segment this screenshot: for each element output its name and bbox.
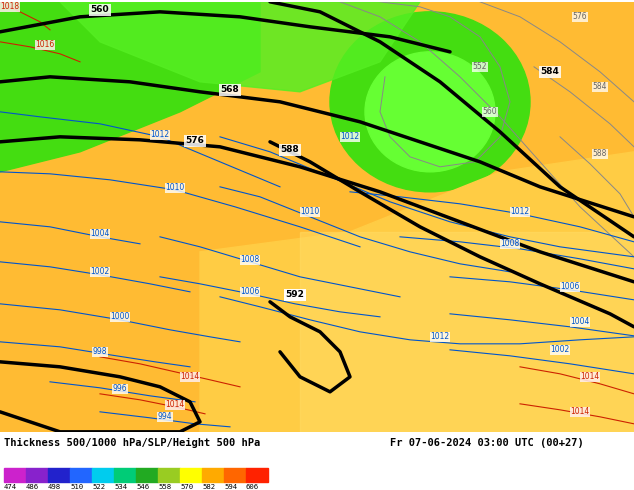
Bar	[114, 468, 136, 482]
Text: 592: 592	[285, 290, 304, 299]
Bar	[202, 468, 224, 482]
Text: 1002: 1002	[91, 268, 110, 276]
Bar	[158, 468, 180, 482]
Text: 1006: 1006	[240, 287, 260, 296]
Text: 996: 996	[113, 384, 127, 393]
Text: 588: 588	[281, 146, 299, 154]
Bar	[224, 468, 246, 482]
Text: 560: 560	[482, 107, 497, 116]
Text: 560: 560	[91, 5, 109, 14]
Bar	[4, 468, 26, 482]
Text: 486: 486	[26, 484, 39, 490]
Text: Fr 07-06-2024 03:00 UTC (00+27): Fr 07-06-2024 03:00 UTC (00+27)	[390, 438, 584, 448]
Text: 570: 570	[180, 484, 193, 490]
Text: 1012: 1012	[150, 130, 169, 139]
Ellipse shape	[365, 52, 495, 172]
Text: 1000: 1000	[110, 312, 130, 321]
Text: 1012: 1012	[340, 132, 359, 141]
Text: 534: 534	[114, 484, 127, 490]
Text: 1004: 1004	[571, 318, 590, 326]
Ellipse shape	[330, 12, 530, 192]
Text: 552: 552	[473, 62, 488, 72]
Text: 1008: 1008	[500, 239, 520, 248]
Text: 1010: 1010	[165, 183, 184, 193]
Text: 1014: 1014	[571, 407, 590, 416]
Text: 584: 584	[593, 82, 607, 91]
Text: 1002: 1002	[550, 345, 569, 354]
Text: 1010: 1010	[301, 207, 320, 216]
Bar	[26, 468, 48, 482]
Polygon shape	[60, 2, 420, 92]
Text: 594: 594	[224, 484, 237, 490]
Bar	[180, 468, 202, 482]
Text: 576: 576	[186, 136, 204, 146]
Text: 522: 522	[92, 484, 105, 490]
Text: 606: 606	[246, 484, 259, 490]
Text: 1014: 1014	[580, 372, 600, 381]
Text: 588: 588	[593, 149, 607, 158]
Text: 1004: 1004	[90, 229, 110, 238]
Text: 1016: 1016	[36, 40, 55, 49]
Bar	[136, 468, 158, 482]
Text: 592: 592	[285, 290, 304, 299]
Bar	[48, 468, 70, 482]
Text: 558: 558	[158, 484, 171, 490]
Bar	[246, 468, 268, 482]
Polygon shape	[200, 152, 634, 432]
Text: 994: 994	[158, 412, 172, 421]
Text: 1012: 1012	[510, 207, 529, 216]
Text: 576: 576	[573, 12, 587, 22]
Text: 510: 510	[70, 484, 83, 490]
Text: 568: 568	[221, 85, 240, 95]
Bar	[92, 468, 114, 482]
Text: Thickness 500/1000 hPa/SLP/Height 500 hPa: Thickness 500/1000 hPa/SLP/Height 500 hP…	[4, 438, 260, 448]
Text: 1008: 1008	[240, 255, 260, 264]
Text: 998: 998	[93, 347, 107, 356]
Text: 582: 582	[202, 484, 215, 490]
Text: 498: 498	[48, 484, 61, 490]
Text: 584: 584	[541, 67, 559, 76]
Text: 474: 474	[4, 484, 17, 490]
Text: 546: 546	[136, 484, 149, 490]
Text: 1014: 1014	[181, 372, 200, 381]
Bar	[300, 232, 634, 432]
Bar	[70, 468, 92, 482]
Text: 1012: 1012	[430, 332, 450, 342]
Polygon shape	[0, 2, 260, 172]
Text: 1006: 1006	[560, 282, 579, 292]
Text: 1014: 1014	[165, 400, 184, 409]
Text: 1018: 1018	[1, 2, 20, 11]
